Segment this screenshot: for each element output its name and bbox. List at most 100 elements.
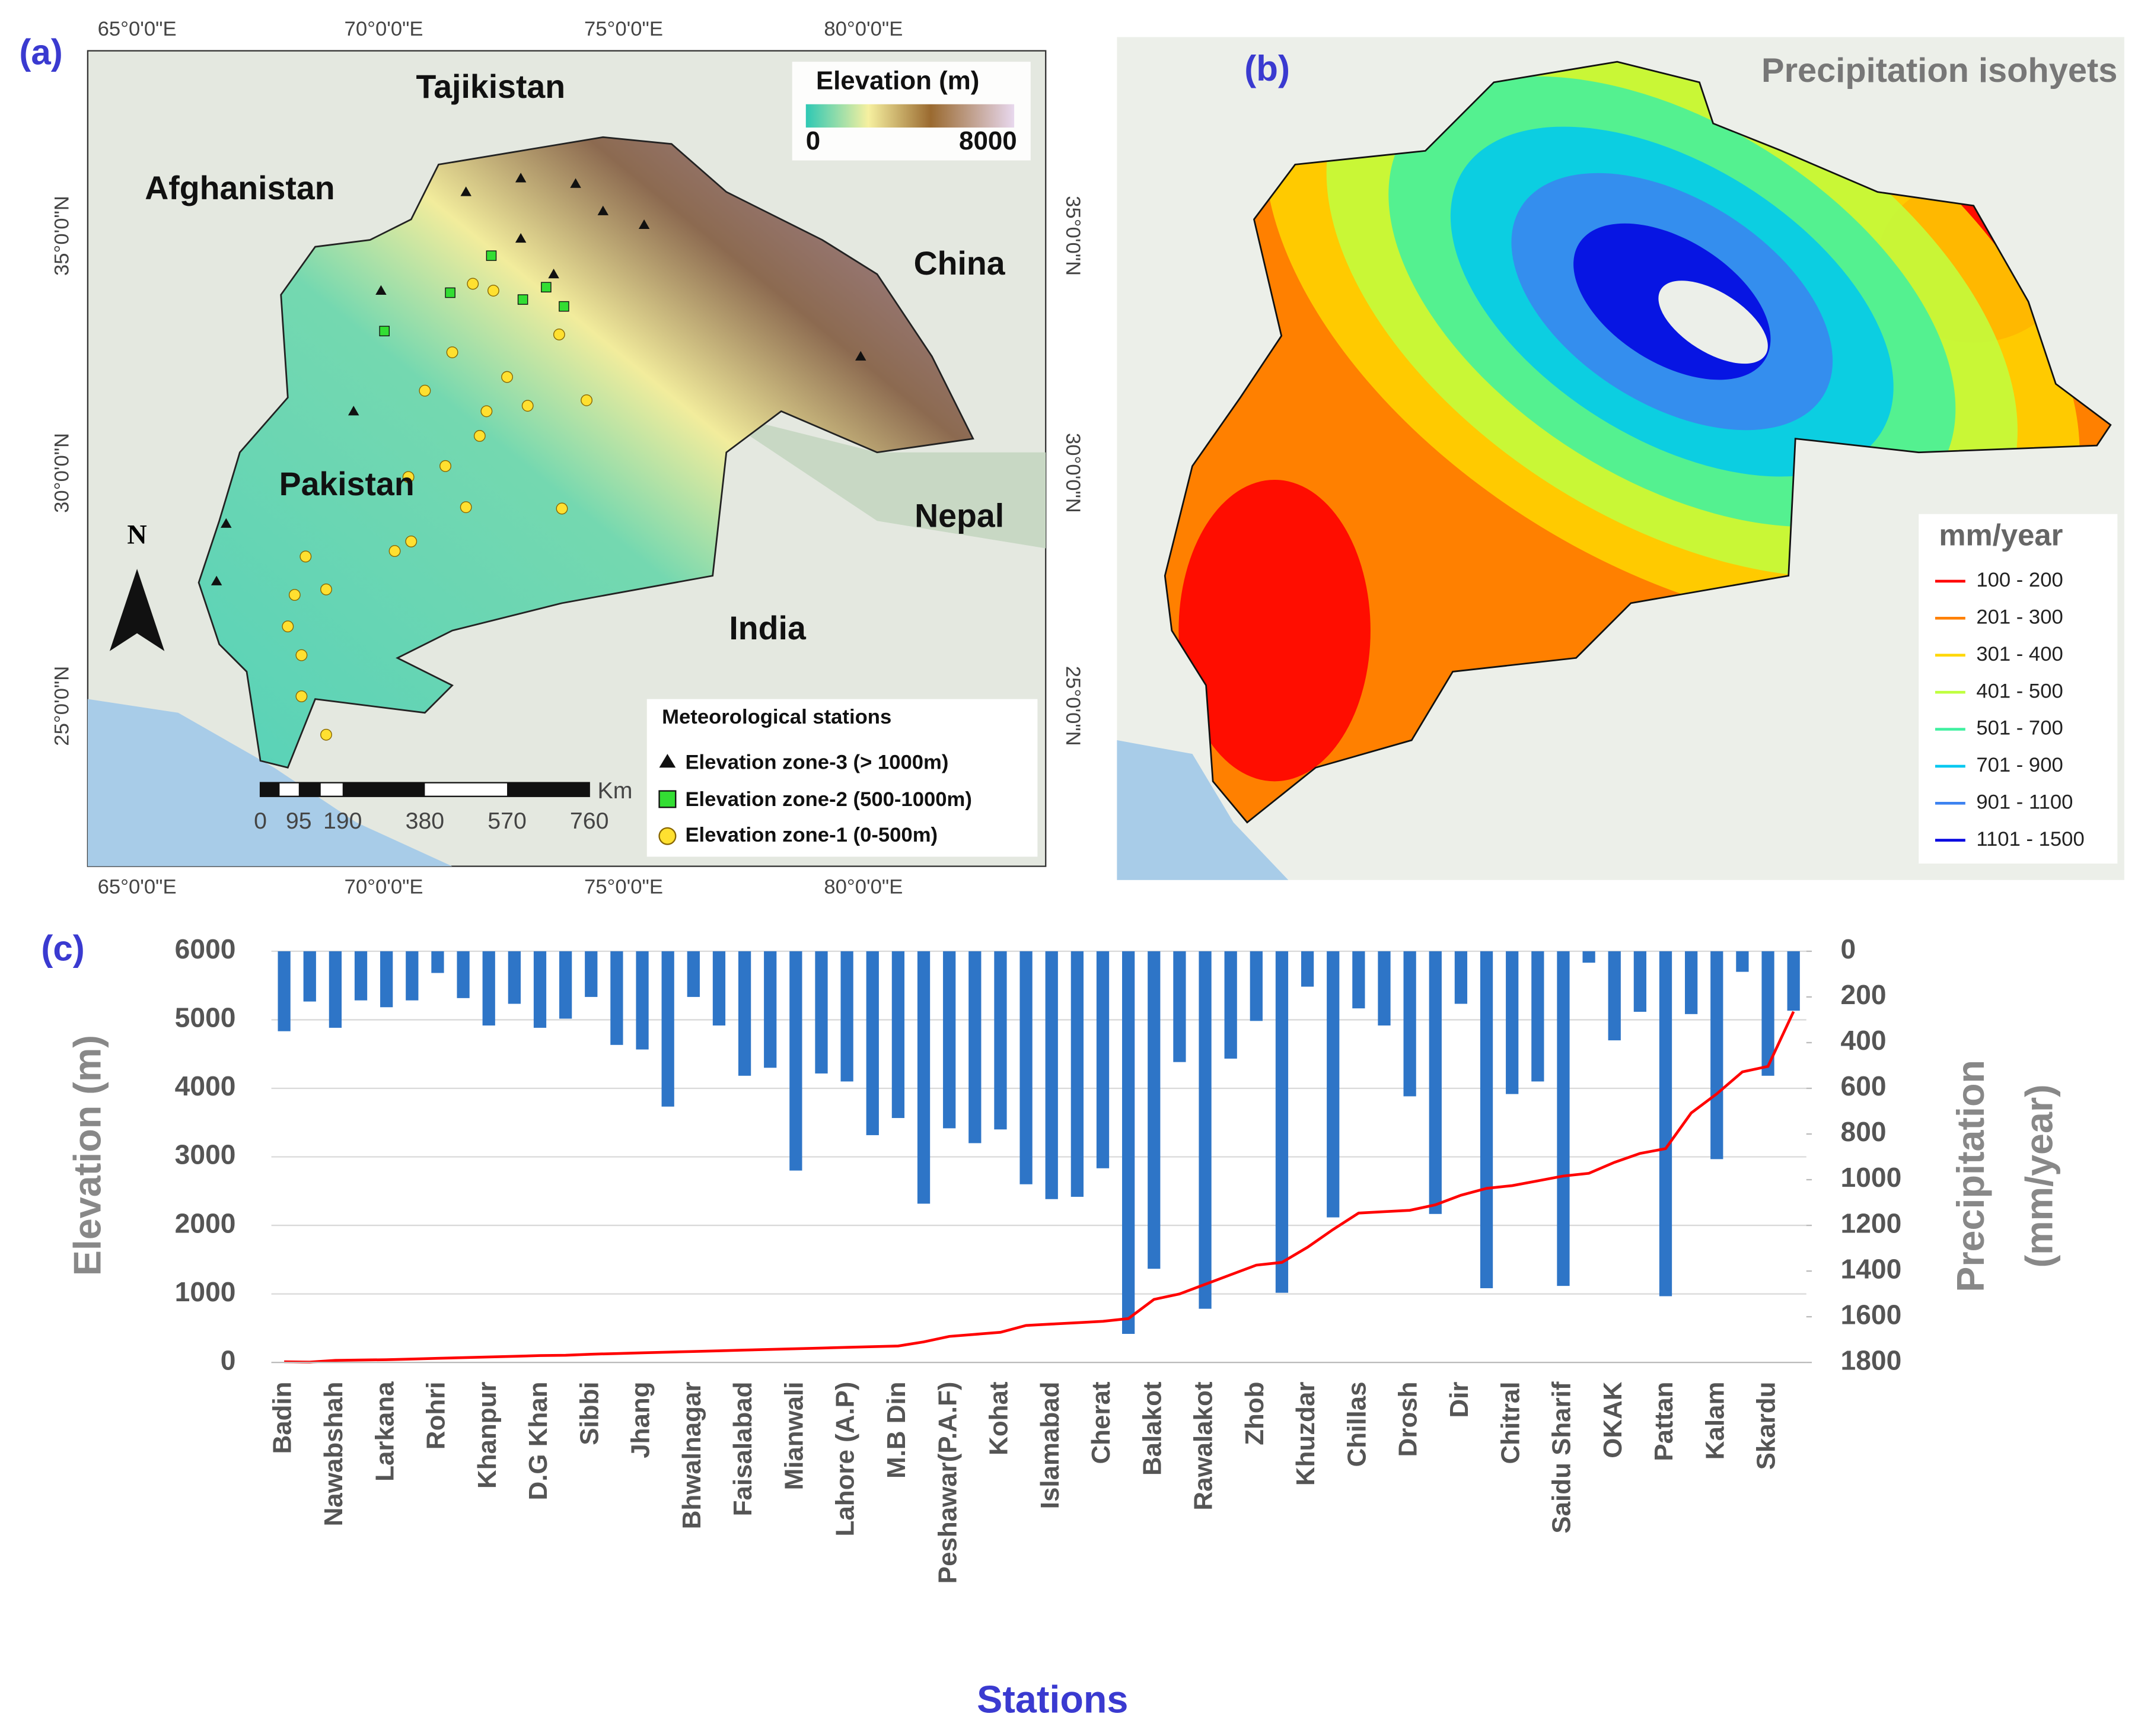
country-label: China: [914, 245, 1006, 282]
x-tick-label: Kalam: [1700, 1382, 1729, 1460]
zone1-stations: [282, 278, 593, 741]
country-label: Nepal: [915, 497, 1004, 534]
y2-tick-label: 1800: [1841, 1345, 1902, 1375]
bar: [431, 951, 444, 973]
line: [284, 1011, 1795, 1364]
panel-label: (b): [1244, 49, 1290, 88]
bar: [840, 951, 853, 1082]
lat-label: 25°0'0"N: [1062, 666, 1084, 746]
bar: [533, 951, 547, 1028]
stations-legend-entry: Elevation zone-3 (> 1000m): [685, 751, 948, 773]
x-tick-label: Dir: [1445, 1382, 1474, 1418]
bar: [508, 951, 521, 1004]
y2-axis-title: (mm/year): [2017, 1084, 2060, 1267]
scale-label: 570: [487, 808, 527, 834]
legend-label: 100 - 200: [1976, 569, 2063, 591]
panel-label: (a): [19, 32, 62, 72]
chart: (c) Stations Elevation (m) Precipitation…: [41, 929, 2060, 1721]
elevation-legend-title: Elevation (m): [816, 66, 980, 95]
stations-legend-box: [646, 699, 1038, 857]
basin: [197, 136, 974, 769]
x-tick-label: Faisalabad: [728, 1382, 757, 1517]
bar: [738, 951, 751, 1076]
bar: [1275, 951, 1289, 1293]
panel-label: (c): [41, 929, 84, 969]
bar: [712, 951, 726, 1026]
elevation-min: 0: [806, 126, 820, 155]
bar: [661, 951, 674, 1107]
scale-labels: 0 95 190 380 570 760: [254, 808, 608, 834]
y-tick-label: 5000: [175, 1002, 236, 1033]
y2-tick-label: 800: [1841, 1116, 1887, 1147]
bar: [457, 951, 470, 998]
lon-label: 80°0'0"E: [824, 18, 903, 40]
bar: [1250, 951, 1263, 1021]
bar: [585, 951, 598, 997]
legend-box: [1919, 514, 2118, 864]
lat-labels: 35°0'0"N 35°0'0"N 30°0'0"N 30°0'0"N 25°0'0"N…: [50, 196, 1084, 746]
bar: [943, 951, 956, 1129]
x-tick-label: D.G Khan: [524, 1382, 553, 1501]
x-tick-label: Jhang: [626, 1382, 655, 1458]
scale-label: 0: [254, 808, 267, 834]
zone2-symbol: [658, 790, 677, 808]
isohyet-band: [1178, 479, 1371, 782]
bar: [1633, 951, 1647, 1012]
legend: 100 - 200 201 - 300 301 - 400 401 - 500 501 …: [1935, 569, 2085, 851]
x-tick-label: Peshawar(P.A.F): [933, 1382, 962, 1584]
bar: [789, 951, 802, 1171]
bar: [687, 951, 700, 997]
x-tick-label: Cherat: [1086, 1381, 1116, 1464]
bar: [1378, 951, 1391, 1026]
bar: [917, 951, 931, 1204]
lon-label: 70°0'0"E: [345, 18, 423, 40]
x-tick-label: Sibbi: [575, 1382, 604, 1445]
bar: [1685, 951, 1698, 1014]
lon-label: 75°0'0"E: [584, 18, 663, 40]
bar: [559, 951, 572, 1019]
stations-legend-title: Meteorological stations: [662, 706, 891, 728]
bar: [1736, 951, 1749, 972]
lon-label: 80°0'0"E: [824, 876, 903, 899]
bar: [406, 951, 419, 1001]
bar: [1019, 951, 1033, 1184]
bar: [482, 951, 495, 1026]
bar: [329, 951, 342, 1028]
zone3-stations: [211, 173, 866, 585]
stations-legend-entry: Elevation zone-1 (0-500m): [685, 824, 938, 846]
legend-label: 401 - 500: [1976, 680, 2063, 702]
x-tick-label: Drosh: [1394, 1382, 1423, 1457]
map-b: (b) Precipitation isohyets mm/year 100 -…: [1117, 37, 2124, 880]
lat-label: 35°0'0"N: [1062, 196, 1084, 276]
country-label: Pakistan: [279, 466, 415, 502]
bar: [1531, 951, 1544, 1082]
bar: [1480, 951, 1493, 1288]
x-tick-label: Rohri: [422, 1382, 451, 1450]
x-tick-label: Badin: [268, 1382, 297, 1454]
basin-outline: [1164, 60, 2112, 824]
terrain: [712, 411, 1046, 549]
x-tick-label: Chillas: [1342, 1382, 1371, 1467]
bar: [815, 951, 828, 1074]
zone1-symbol: [658, 827, 677, 845]
y2-tick-label: 1200: [1841, 1208, 1902, 1238]
bar: [354, 951, 368, 1001]
x-tick-label: Islamabad: [1035, 1382, 1065, 1509]
x-tick-label: Skardu: [1752, 1382, 1781, 1470]
scale-unit: Km: [598, 778, 633, 804]
country-labels: Tajikistan Afghanistan China Pakistan Nepal I…: [145, 68, 1006, 646]
y2-axis-title: Precipitation: [1949, 1060, 1992, 1292]
x-tick-label: Chitral: [1496, 1382, 1525, 1464]
x-tick-label: Balakot: [1137, 1381, 1167, 1476]
elevation-ramp: [805, 104, 1015, 128]
sea: [1117, 740, 1289, 880]
bar: [1403, 951, 1416, 1097]
lon-labels: 65°0'0"E 65°0'0"E 70°0'0"E 70°0'0"E 75°0'0"E…: [98, 18, 903, 899]
bar: [1199, 951, 1212, 1309]
stations-legend-entry: Elevation zone-2 (500-1000m): [685, 788, 971, 811]
legend-label: 1101 - 1500: [1976, 828, 2084, 851]
y2-tick-label: 1400: [1841, 1253, 1902, 1284]
bar: [968, 951, 982, 1143]
x-tick-label: Khuzdar: [1291, 1382, 1320, 1486]
